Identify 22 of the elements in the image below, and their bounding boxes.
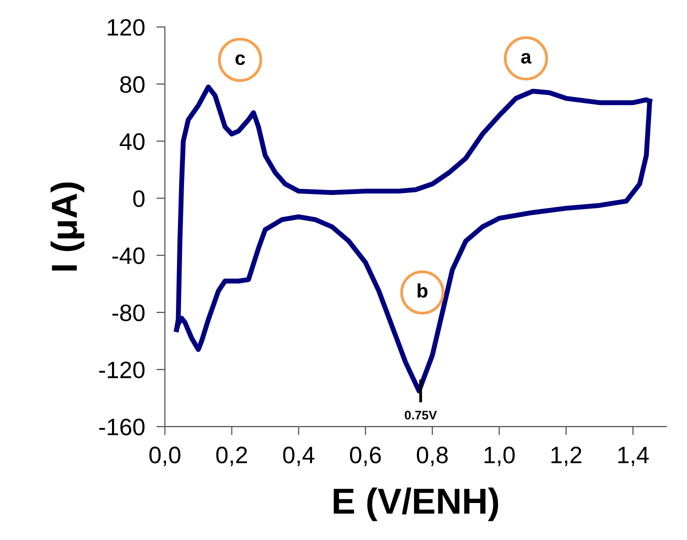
x-axis-title: E (V/ENH): [334, 488, 498, 522]
y-tick-label: -40: [112, 247, 145, 264]
y-tick-label: 80: [120, 76, 145, 93]
y-tick-label: -160: [99, 418, 145, 436]
x-tick-label: 1,4: [618, 446, 649, 466]
annotation: a: [521, 52, 532, 64]
x-tick-label: 0,4: [283, 446, 314, 466]
x-tick-label: 1,0: [484, 446, 515, 466]
x-tick-label: 1,2: [551, 446, 582, 466]
y-tick-label: -120: [99, 362, 145, 378]
y-axis-title: I (μA): [50, 182, 84, 271]
x-tick-label: 0,6: [350, 446, 381, 466]
x-tick-label: 0,8: [416, 446, 448, 466]
x-tick-label: 0,0: [149, 446, 180, 466]
y-tick-label: 120: [108, 19, 145, 36]
y-tick-label: 0: [133, 190, 145, 208]
annotation: c: [235, 54, 245, 66]
x-tick-label: 0,2: [216, 446, 247, 466]
annotation: b: [418, 283, 428, 298]
annotation: 0.75V: [404, 410, 437, 420]
y-tick-label: -80: [112, 304, 145, 322]
y-tick-label: 40: [120, 133, 145, 150]
